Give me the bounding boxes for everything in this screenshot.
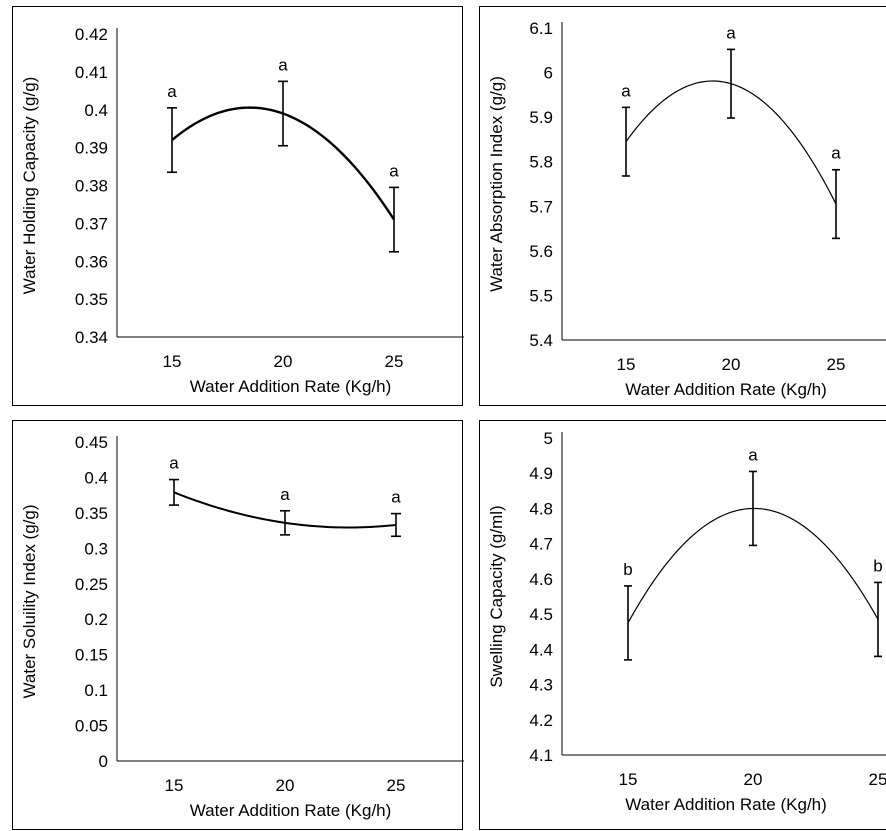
significance-letter: a [831, 144, 841, 163]
y-tick-label: 5.9 [529, 108, 553, 127]
y-axis-title: Water Holding Capacity (g/g) [20, 77, 39, 295]
y-tick-label: 0.41 [75, 63, 108, 82]
y-tick-label: 0 [99, 752, 108, 771]
x-axis-title: Water Addition Rate (Kg/h) [625, 795, 827, 814]
y-axis-title: Water Soluility Index (g/g) [20, 505, 39, 699]
significance-letter: b [623, 560, 632, 579]
chart-panel-water-holding-capacity: 0.34 0.35 0.36 0.37 0.38 0.39 0.4 0.41 0.42 15 20 2… [12, 6, 464, 406]
y-tick-label: 4.5 [529, 605, 553, 624]
significance-letter: a [167, 82, 177, 101]
y-tick-label: 5.4 [529, 331, 553, 350]
y-tick-label: 5.7 [529, 197, 553, 216]
x-tick-label: 25 [387, 776, 406, 795]
error-bar [278, 80, 288, 147]
chart-panel-water-absorption-index: 5.4 5.5 5.6 5.7 5.8 5.9 6 6.1 15 20 25 Water Additi… [479, 6, 886, 406]
x-axis-title: Water Addition Rate (Kg/h) [625, 380, 827, 399]
y-tick-label: 6.1 [529, 19, 553, 38]
y-tick-label: 0.4 [84, 468, 108, 487]
chart-svg: 4.1 4.2 4.3 4.4 4.5 4.6 4.7 4.8 4.9 5 15 20 25 Water … [487, 429, 886, 814]
y-tick-label: 4.8 [529, 499, 553, 518]
y-tick-label: 0.35 [75, 504, 108, 523]
y-tick-label: 5.8 [529, 153, 553, 172]
x-tick-label: 15 [163, 352, 182, 371]
error-bar [727, 48, 735, 119]
y-axis-title: Water Absorption Index (g/g) [487, 76, 506, 292]
significance-letter: a [280, 485, 290, 504]
y-tick-label: 0.05 [75, 717, 108, 736]
x-tick-label: 15 [165, 776, 184, 795]
y-tick-label: 0.39 [75, 139, 108, 158]
error-bar [624, 585, 632, 661]
significance-letter: a [391, 488, 401, 507]
significance-letter: a [278, 55, 288, 74]
chart-svg: 0 0.05 0.1 0.15 0.2 0.25 0.3 0.35 0.4 0.45 15 20 25 W… [20, 433, 464, 820]
y-tick-label: 0.36 [75, 252, 108, 271]
y-tick-label: 4.4 [529, 640, 553, 659]
x-axis-title: Water Addition Rate (Kg/h) [190, 801, 392, 820]
error-bar [832, 168, 840, 240]
y-tick-label: 0.4 [84, 101, 108, 120]
error-bar [169, 478, 179, 506]
x-tick-label: 20 [276, 776, 295, 795]
y-tick-label: 0.1 [84, 681, 108, 700]
y-tick-label: 0.2 [84, 610, 108, 629]
significance-letter: a [621, 81, 631, 100]
y-tick-label: 5 [544, 429, 553, 448]
error-bar [874, 581, 882, 658]
significance-letter: a [748, 445, 758, 464]
y-tick-label: 6 [544, 64, 553, 83]
x-tick-label: 25 [869, 770, 886, 789]
y-tick-label: 4.1 [529, 746, 553, 765]
y-tick-label: 0.34 [75, 328, 108, 347]
x-tick-label: 15 [617, 355, 636, 374]
error-bar [391, 512, 401, 538]
y-tick-label: 5.6 [529, 242, 553, 261]
significance-letter: a [726, 23, 736, 42]
y-tick-label: 0.25 [75, 575, 108, 594]
error-bar [167, 107, 177, 174]
x-tick-label: 20 [274, 352, 293, 371]
error-bar [622, 106, 630, 177]
y-tick-label: 5.5 [529, 286, 553, 305]
significance-letter: b [873, 556, 882, 575]
y-tick-label: 0.42 [75, 25, 108, 44]
significance-letter: a [169, 454, 179, 473]
y-tick-label: 4.7 [529, 535, 553, 554]
error-bar [280, 509, 290, 536]
chart-panel-swelling-capacity: 4.1 4.2 4.3 4.4 4.5 4.6 4.7 4.8 4.9 5 15 20 25 Water … [479, 420, 886, 830]
y-tick-label: 4.2 [529, 711, 553, 730]
y-tick-label: 4.9 [529, 464, 553, 483]
y-tick-label: 0.37 [75, 214, 108, 233]
x-tick-label: 25 [827, 355, 846, 374]
y-tick-label: 0.3 [84, 539, 108, 558]
y-tick-label: 4.3 [529, 676, 553, 695]
chart-panel-water-solubility-index: 0 0.05 0.1 0.15 0.2 0.25 0.3 0.35 0.4 0.45 15 20 25 W… [12, 420, 464, 830]
x-tick-label: 20 [722, 355, 741, 374]
y-tick-label: 4.6 [529, 570, 553, 589]
x-tick-label: 15 [619, 770, 638, 789]
chart-svg: 0.34 0.35 0.36 0.37 0.38 0.39 0.4 0.41 0.42 15 20 2… [20, 25, 464, 396]
significance-letter: a [389, 161, 399, 180]
y-tick-label: 0.35 [75, 290, 108, 309]
y-tick-label: 0.15 [75, 646, 108, 665]
y-tick-label: 0.45 [75, 433, 108, 452]
error-bar [749, 470, 757, 547]
y-axis-title: Swelling Capacity (g/ml) [487, 505, 506, 687]
error-bar [389, 186, 399, 253]
x-tick-label: 20 [744, 770, 763, 789]
y-tick-label: 0.38 [75, 177, 108, 196]
x-axis-title: Water Addition Rate (Kg/h) [190, 377, 392, 396]
x-tick-label: 25 [385, 352, 404, 371]
